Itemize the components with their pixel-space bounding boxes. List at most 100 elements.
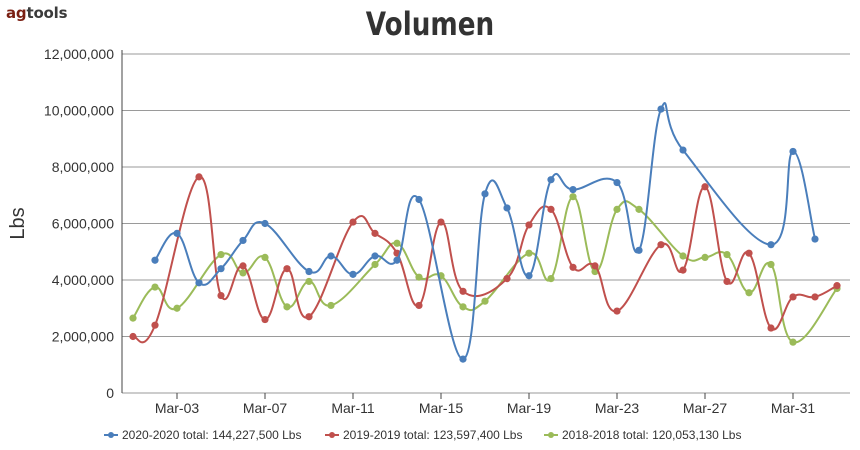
series-0 [151, 102, 819, 363]
data-point [217, 250, 225, 259]
y-tick-label: 0 [106, 385, 114, 401]
x-tick-label: Mar-07 [243, 400, 288, 416]
agtools-logo: agtools [6, 4, 68, 22]
data-point [217, 291, 225, 300]
data-point [635, 205, 643, 213]
data-point [569, 263, 577, 271]
data-point [415, 301, 423, 310]
legend-item: 2020-2020 total: 144,227,500 Lbs [104, 428, 301, 442]
data-point [239, 236, 247, 245]
data-point [767, 241, 775, 249]
y-tick-label: 2,000,000 [52, 329, 114, 345]
gridlines [122, 53, 850, 394]
data-point [393, 256, 401, 264]
logo-prefix: ag [6, 4, 27, 22]
data-point [151, 283, 159, 291]
data-point [195, 279, 203, 287]
legend-marker [108, 432, 114, 438]
data-point [129, 332, 137, 341]
data-point [305, 313, 313, 321]
data-point [195, 173, 203, 181]
data-point [767, 324, 775, 332]
y-tick-label: 12,000,000 [44, 46, 114, 62]
plot-area [129, 102, 841, 363]
data-point [415, 195, 423, 204]
data-point [745, 289, 753, 297]
data-point [547, 274, 555, 283]
data-point [745, 249, 753, 257]
data-point [789, 147, 797, 156]
data-point [459, 355, 467, 363]
data-point [173, 229, 181, 237]
data-point [679, 146, 687, 154]
data-point [789, 338, 797, 346]
data-point [723, 277, 731, 286]
data-point [723, 250, 731, 259]
data-point [481, 190, 489, 198]
data-point [503, 204, 511, 212]
x-tick-label: Mar-27 [683, 400, 728, 416]
data-point [283, 303, 291, 311]
x-axis: Mar-03 Mar-07 Mar-11 Mar-15 Mar-19 Mar-23 Mar-… [155, 393, 816, 416]
data-point [525, 221, 533, 229]
data-point [371, 260, 379, 269]
data-point [151, 321, 159, 329]
x-tick-label: Mar-23 [595, 400, 640, 416]
legend-label: 2020-2020 total: 144,227,500 Lbs [122, 428, 301, 442]
legend-marker [548, 432, 554, 438]
data-point [569, 186, 577, 194]
y-tick-label: 8,000,000 [52, 159, 114, 175]
y-tick-label: 10,000,000 [44, 103, 114, 119]
data-point [657, 241, 665, 249]
data-point [459, 287, 467, 295]
data-point [679, 266, 687, 274]
y-axis: 0 2,000,000 4,000,000 6,000,000 8,000,000 10,… [7, 46, 123, 401]
legend-label: 2019-2019 total: 123,597,400 Lbs [343, 428, 522, 442]
data-point [173, 304, 181, 312]
y-axis-label: Lbs [7, 207, 29, 239]
data-point [701, 183, 709, 191]
legend-label: 2018-2018 total: 120,053,130 Lbs [562, 428, 741, 442]
data-point [305, 277, 313, 286]
data-point [327, 252, 335, 260]
x-tick-label: Mar-11 [331, 400, 375, 416]
data-point [525, 272, 533, 280]
x-tick-label: Mar-31 [771, 400, 816, 416]
data-point [327, 301, 335, 310]
logo-suffix: tools [26, 4, 68, 22]
legend-marker [329, 432, 335, 438]
data-point [547, 176, 555, 184]
data-point [701, 253, 709, 261]
data-point [261, 219, 269, 228]
data-point [437, 218, 445, 226]
legend-item: 2019-2019 total: 123,597,400 Lbs [325, 428, 522, 442]
x-tick-label: Mar-19 [507, 400, 552, 416]
data-point [217, 265, 225, 273]
data-point [393, 239, 401, 247]
series-2 [129, 193, 841, 346]
data-point [371, 252, 379, 260]
data-point [349, 218, 357, 226]
series-line [154, 102, 816, 361]
data-point [613, 307, 621, 315]
data-point [657, 105, 665, 113]
data-point [283, 265, 291, 273]
x-tick-label: Mar-15 [419, 400, 464, 416]
data-point [239, 262, 247, 270]
data-point [547, 205, 555, 213]
data-point [811, 293, 819, 301]
data-point [503, 274, 511, 283]
x-tick-label: Mar-03 [155, 400, 200, 416]
data-point [591, 262, 599, 270]
data-point [261, 315, 269, 324]
y-tick-label: 4,000,000 [52, 272, 114, 288]
data-point [305, 267, 313, 276]
data-point [261, 253, 269, 261]
data-point [613, 205, 621, 213]
legend-item: 2018-2018 total: 120,053,130 Lbs [544, 428, 741, 442]
series-1 [129, 173, 841, 344]
data-point [151, 256, 159, 264]
data-point [679, 252, 687, 260]
y-tick-label: 6,000,000 [52, 216, 114, 232]
data-point [811, 235, 819, 243]
